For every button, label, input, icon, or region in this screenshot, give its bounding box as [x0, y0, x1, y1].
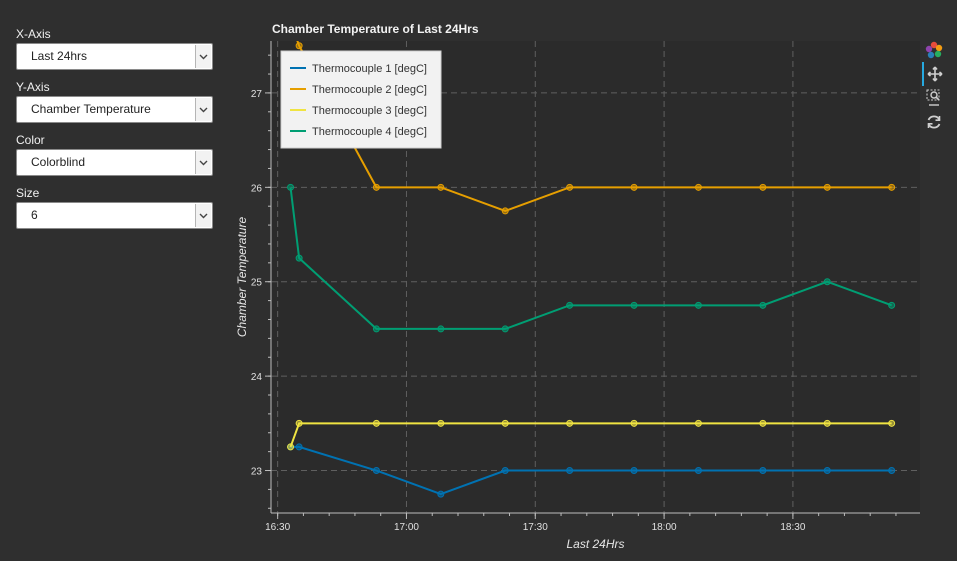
data-point — [287, 183, 295, 191]
data-point — [694, 183, 702, 191]
data-point — [295, 254, 303, 262]
x-tick-label: 17:00 — [394, 522, 419, 533]
data-point — [288, 19, 294, 25]
chevron-down-icon[interactable] — [195, 204, 211, 227]
box-zoom-icon[interactable] — [922, 86, 946, 110]
data-point — [823, 419, 831, 427]
data-point — [694, 467, 702, 475]
data-point — [888, 183, 896, 191]
controls-panel: X-Axis Last 24hrs Y-Axis Chamber Tempera… — [16, 26, 216, 238]
data-point — [295, 42, 303, 50]
data-point — [888, 301, 896, 309]
data-point — [437, 419, 445, 427]
y-tick-label: 24 — [251, 372, 263, 383]
size-control: Size 6 — [16, 185, 216, 229]
legend-item-label: Thermocouple 3 [degC] — [312, 105, 427, 117]
data-point — [759, 183, 767, 191]
data-point — [372, 183, 380, 191]
chevron-down-icon[interactable] — [195, 151, 211, 174]
data-point — [759, 419, 767, 427]
chevron-down-icon[interactable] — [195, 45, 211, 68]
chart-title: Chamber Temperature of Last 24Hrs — [272, 22, 479, 36]
y-tick-label: 23 — [251, 467, 263, 478]
legend-box — [280, 50, 442, 149]
x-axis-control: X-Axis Last 24hrs — [16, 26, 216, 70]
y-tick-label: 25 — [251, 278, 263, 289]
reset-icon[interactable] — [922, 110, 946, 134]
data-point — [823, 183, 831, 191]
data-point — [759, 301, 767, 309]
data-point — [501, 207, 509, 215]
size-label: Size — [16, 186, 40, 200]
data-point — [630, 419, 638, 427]
data-point — [759, 467, 767, 475]
chevron-down-icon[interactable] — [195, 98, 211, 121]
data-point — [295, 419, 303, 427]
y-axis-label: Y-Axis — [16, 80, 50, 94]
size-select-value: 6 — [31, 208, 38, 222]
data-point — [566, 183, 574, 191]
data-point — [437, 183, 445, 191]
data-point — [437, 490, 445, 498]
legend-item-label: Thermocouple 4 [degC] — [312, 126, 427, 138]
x-tick-label: 18:00 — [652, 522, 677, 533]
y-axis-label: Chamber Temperature — [235, 217, 249, 338]
data-point — [888, 419, 896, 427]
data-point — [372, 325, 380, 333]
data-point — [823, 467, 831, 475]
data-point — [501, 325, 509, 333]
data-point — [372, 419, 380, 427]
bokeh-logo-icon[interactable] — [922, 38, 946, 62]
color-label: Color — [16, 133, 45, 147]
data-point — [694, 301, 702, 309]
x-tick-label: 16:30 — [265, 522, 290, 533]
legend-item-label: Thermocouple 2 [degC] — [312, 84, 427, 96]
data-point — [566, 467, 574, 475]
data-point — [437, 325, 445, 333]
y-axis-select[interactable]: Chamber Temperature — [16, 96, 213, 123]
data-point — [630, 301, 638, 309]
data-point — [888, 467, 896, 475]
y-axis-select-value: Chamber Temperature — [31, 102, 151, 116]
data-point — [501, 467, 509, 475]
x-axis-select-value: Last 24hrs — [31, 49, 88, 63]
legend-item-label: Thermocouple 1 [degC] — [312, 63, 427, 75]
data-point — [566, 301, 574, 309]
data-point — [287, 443, 295, 451]
size-select[interactable]: 6 — [16, 202, 213, 229]
x-axis-select[interactable]: Last 24hrs — [16, 43, 213, 70]
x-axis-label: X-Axis — [16, 27, 51, 41]
x-tick-label: 18:30 — [780, 522, 805, 533]
data-point — [566, 419, 574, 427]
x-axis-label: Last 24Hrs — [566, 537, 624, 551]
data-point — [694, 419, 702, 427]
data-point — [372, 467, 380, 475]
data-point — [823, 278, 831, 286]
data-point — [630, 183, 638, 191]
data-point — [501, 419, 509, 427]
data-point — [295, 443, 303, 451]
y-tick-label: 27 — [251, 89, 263, 100]
y-axis-control: Y-Axis Chamber Temperature — [16, 79, 216, 123]
series-group — [287, 19, 896, 498]
color-select[interactable]: Colorblind — [16, 149, 213, 176]
legend: Thermocouple 1 [degC] Thermocouple 2 [deg… — [280, 50, 442, 149]
chart-toolbar — [922, 38, 946, 134]
color-select-value: Colorblind — [31, 155, 86, 169]
color-control: Color Colorblind — [16, 132, 216, 176]
y-tick-label: 26 — [251, 183, 263, 194]
data-point — [630, 467, 638, 475]
pan-icon[interactable] — [922, 62, 946, 86]
x-tick-label: 17:30 — [523, 522, 548, 533]
